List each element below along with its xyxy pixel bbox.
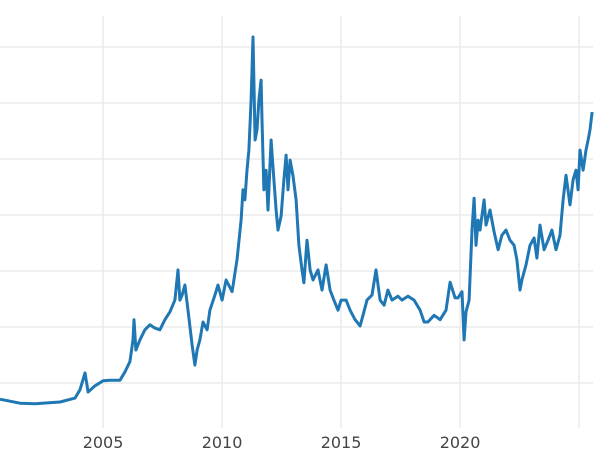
x-tick-label: 2020 [440, 433, 481, 450]
x-axis: 2005 2010 2015 2020 [83, 433, 481, 450]
x-tick-label: 2005 [83, 433, 124, 450]
gridlines [0, 16, 593, 428]
x-tick-label: 2010 [202, 433, 243, 450]
series-layer [0, 35, 594, 406]
x-tick-label: 2015 [321, 433, 362, 450]
price-line [0, 35, 594, 406]
